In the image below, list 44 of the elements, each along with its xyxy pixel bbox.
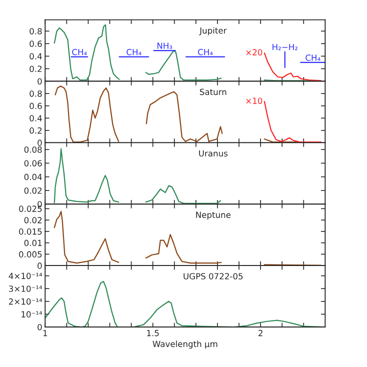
y-tick-label: 0	[38, 262, 42, 269]
series-label: ×20	[246, 49, 262, 56]
series-label: CH₄	[72, 48, 87, 56]
text: Neptune	[196, 212, 231, 220]
series-label: ×10	[246, 98, 262, 104]
series-label: CH₄	[126, 48, 142, 56]
y-tick-label: 0.4	[30, 53, 42, 60]
x-tick-label: 1	[43, 330, 48, 336]
series-label: CH₄	[198, 48, 213, 56]
series-label: H₂−H₂	[272, 44, 298, 50]
y-tick-label: 0.6	[30, 40, 42, 47]
y-tick-label: 0.8	[30, 28, 42, 34]
text: Uranus	[199, 150, 228, 157]
series-label: NH₃	[157, 42, 172, 49]
y-tick-label: 4×10⁻¹⁴	[8, 272, 42, 280]
y-tick-label: 0.08	[24, 146, 42, 153]
y-tick-label: 0.025	[19, 206, 42, 212]
x-tick-label: 1.5	[147, 330, 159, 336]
y-tick-label: 0.04	[24, 174, 42, 180]
x-tick-label: 2	[258, 330, 262, 336]
y-tick-label: 0	[38, 324, 42, 330]
y-tick-label: 0.2	[30, 127, 42, 134]
y-tick-label: 0	[38, 78, 42, 85]
y-tick-label: 0.015	[19, 228, 42, 235]
x-axis-title: Wavelength μm	[152, 340, 218, 349]
y-tick-label: 0.02	[24, 187, 42, 194]
y-tick-label: 0.06	[24, 160, 42, 166]
y-tick-label: 0.4	[30, 115, 42, 122]
y-tick-label: 0.01	[24, 240, 42, 246]
y-tick-label: 0.8	[30, 90, 42, 97]
text: Jupiter	[199, 27, 227, 36]
y-tick-label: 10⁻¹⁴	[22, 311, 42, 318]
y-tick-label: 3×10⁻¹⁴	[9, 286, 42, 292]
y-tick-label: 0.6	[30, 102, 42, 110]
line-series	[264, 52, 322, 82]
line-series	[264, 100, 322, 143]
y-tick-label: 0	[38, 140, 42, 146]
text: Saturn	[200, 88, 226, 96]
series-label: CH₄	[306, 54, 320, 61]
y-tick-label: 0.005	[19, 251, 42, 258]
y-tick-label: 0.2	[30, 66, 42, 72]
y-tick-label: 2×10⁻¹⁴	[9, 298, 42, 305]
text: UGPS 0722-05	[184, 273, 243, 280]
y-tick-label: 0.02	[24, 217, 42, 224]
